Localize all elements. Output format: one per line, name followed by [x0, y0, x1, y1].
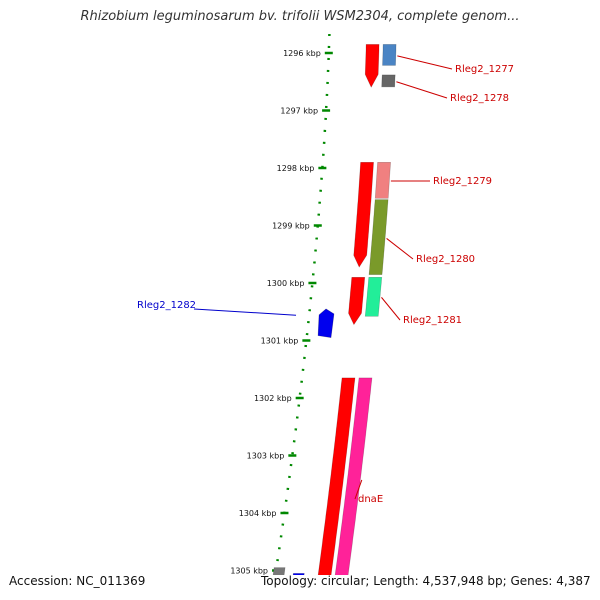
gene-label-rleg2_1281[interactable]: Rleg2_1281	[403, 315, 462, 326]
gene-label-rleg2_1277[interactable]: Rleg2_1277	[455, 64, 514, 75]
cds-bottom-blue[interactable]	[291, 573, 305, 591]
gene-label-leader	[396, 81, 448, 99]
ruler-tick-label: 1297 kbp	[280, 107, 318, 116]
gene-label-leader	[381, 297, 401, 321]
ruler-tick-label: 1298 kbp	[277, 164, 315, 173]
ruler-tick-label: 1299 kbp	[272, 222, 310, 231]
gene-label-rleg2_1282[interactable]: Rleg2_1282	[137, 300, 196, 311]
gene-label-dnae[interactable]: dnaE	[358, 494, 383, 505]
map-layer: 1296 kbp 1297 kbp 1298 kbp 1299 kbp 1300 kbp…	[137, 30, 514, 592]
gene-label-leader	[354, 479, 363, 500]
gene-label-rleg2_1278[interactable]: Rleg2_1278	[450, 93, 509, 104]
ruler-tick-label: 1300 kbp	[267, 279, 305, 288]
accession-text: Accession: NC_011369	[9, 574, 146, 588]
gene-label-rleg2_1279[interactable]: Rleg2_1279	[433, 176, 492, 187]
ruler-tick-label: 1301 kbp	[261, 337, 299, 346]
gene-dnae[interactable]	[334, 377, 373, 582]
ruler-tick-label: 1296 kbp	[283, 49, 321, 58]
gene-rleg2_1279[interactable]	[374, 162, 391, 199]
cds-bottom-grey[interactable]	[271, 567, 286, 592]
genome-title: Rhizobium leguminosarum bv. trifolii WSM…	[80, 9, 520, 24]
cds-dnae-red[interactable]	[317, 377, 356, 592]
cds-1281-red[interactable]	[348, 277, 366, 326]
gene-rleg2_1277[interactable]	[382, 44, 397, 66]
ruler-tick-label: 1304 kbp	[239, 509, 277, 518]
gene-rleg2_1282[interactable]	[317, 308, 335, 338]
gene-rleg2_1278[interactable]	[381, 74, 396, 88]
gene-label-leader	[386, 238, 414, 260]
ruler-tick-label: 1302 kbp	[254, 394, 292, 403]
coordinate-ruler	[274, 30, 331, 575]
gene-label-rleg2_1280[interactable]: Rleg2_1280	[416, 254, 475, 265]
cds-1279-red[interactable]	[353, 162, 374, 268]
topology-text: Topology: circular; Length: 4,537,948 bp…	[261, 574, 591, 588]
gene-label-leader	[193, 308, 297, 316]
ruler-tick-label: 1305 kbp	[230, 567, 268, 576]
gene-label-leader	[397, 55, 453, 70]
gene-rleg2_1281[interactable]	[364, 277, 383, 317]
cds-1276[interactable]	[364, 44, 380, 88]
gene-rleg2_1280[interactable]	[368, 199, 389, 275]
ruler-tick-label: 1303 kbp	[247, 452, 285, 461]
